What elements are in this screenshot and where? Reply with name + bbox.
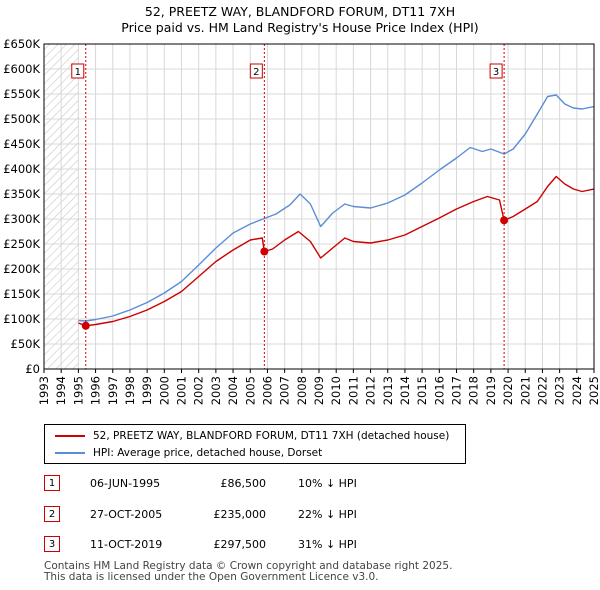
transaction-hpi: 31% ↓ HPI — [298, 537, 357, 551]
y-tick-label: £50K — [11, 337, 41, 351]
transaction-hpi: 22% ↓ HPI — [298, 507, 357, 521]
y-tick-label: £400K — [3, 162, 40, 176]
sale-label: 1 — [75, 67, 81, 78]
x-tick-label: 1993 — [37, 376, 51, 405]
x-tick-label: 2015 — [415, 376, 429, 405]
y-tick-label: £450K — [3, 137, 40, 151]
y-tick-label: £300K — [3, 212, 40, 226]
footer-copyright: Contains HM Land Registry data © Crown c… — [44, 560, 453, 572]
y-tick-label: £550K — [3, 87, 40, 101]
x-tick-label: 2017 — [450, 376, 464, 405]
x-tick-label: 1994 — [54, 376, 68, 405]
legend-item-price: 52, PREETZ WAY, BLANDFORD FORUM, DT11 7X… — [55, 428, 449, 444]
x-tick-label: 2012 — [364, 376, 378, 405]
sale-label-box — [71, 63, 85, 79]
x-tick-label: 2006 — [260, 376, 274, 405]
transaction-number: 2 — [44, 506, 60, 522]
transaction-date: 27-OCT-2005 — [90, 507, 163, 521]
transaction-row: 2 27-OCT-2005 £235,000 22% ↓ HPI — [44, 504, 357, 524]
x-tick-label: 2009 — [312, 376, 326, 405]
transaction-price: £86,500 — [220, 476, 267, 490]
transaction-number: 3 — [44, 536, 60, 552]
x-tick-label: 1997 — [106, 376, 120, 405]
y-tick-label: £0 — [25, 362, 40, 376]
transaction-price: £297,500 — [213, 537, 267, 551]
legend: 52, PREETZ WAY, BLANDFORD FORUM, DT11 7X… — [44, 424, 466, 464]
sale-point — [260, 247, 269, 256]
y-tick-label: £200K — [3, 262, 40, 276]
y-tick-label: £350K — [3, 187, 40, 201]
y-tick-label: £650K — [3, 37, 40, 51]
sale-label: 3 — [493, 67, 499, 78]
transaction-date: 06-JUN-1995 — [90, 476, 161, 490]
sale-label-box — [249, 63, 263, 79]
x-tick-label: 2010 — [329, 376, 343, 405]
x-tick-label: 2022 — [535, 376, 549, 405]
chart-subtitle: Price paid vs. HM Land Registry's House … — [121, 20, 479, 35]
x-tick-label: 2005 — [243, 376, 257, 405]
x-tick-label: 2004 — [226, 376, 240, 405]
x-tick-label: 2007 — [278, 376, 292, 405]
x-tick-label: 1995 — [71, 376, 85, 405]
transaction-date: 11-OCT-2019 — [90, 537, 163, 551]
x-tick-label: 2021 — [518, 376, 532, 405]
x-tick-label: 2011 — [346, 376, 360, 405]
x-tick-label: 2002 — [192, 376, 206, 405]
x-tick-label: 2003 — [209, 376, 223, 405]
footer: Contains HM Land Registry data © Crown c… — [44, 561, 452, 583]
transaction-row: 1 06-JUN-1995 £86,500 10% ↓ HPI — [44, 473, 357, 493]
transaction-number: 1 — [44, 475, 60, 491]
x-tick-label: 2019 — [484, 376, 498, 405]
sale-point — [500, 216, 509, 225]
x-tick-label: 2023 — [553, 376, 567, 405]
legend-label-hpi: HPI: Average price, detached house, Dors… — [93, 447, 323, 459]
transaction-price: £235,000 — [213, 507, 267, 521]
footer-licence: This data is licensed under the Open Gov… — [44, 571, 379, 583]
chart-title: 52, PREETZ WAY, BLANDFORD FORUM, DT11 7X… — [144, 4, 456, 19]
x-tick-label: 2020 — [501, 376, 515, 405]
x-tick-label: 1996 — [89, 376, 103, 405]
x-tick-label: 2024 — [570, 376, 584, 405]
y-tick-label: £250K — [3, 237, 40, 251]
x-tick-label: 2000 — [157, 376, 171, 405]
legend-item-hpi: HPI: Average price, detached house, Dors… — [55, 445, 322, 461]
x-tick-label: 2018 — [467, 376, 481, 405]
x-tick-label: 2008 — [295, 376, 309, 405]
x-tick-label: 1998 — [123, 376, 137, 405]
legend-swatch-hpi — [55, 452, 85, 454]
legend-swatch-price — [55, 435, 85, 437]
y-tick-label: £100K — [3, 312, 40, 326]
sale-label: 2 — [253, 67, 259, 78]
transaction-row: 3 11-OCT-2019 £297,500 31% ↓ HPI — [44, 534, 357, 554]
x-tick-label: 2025 — [587, 376, 600, 405]
y-tick-label: £150K — [3, 287, 40, 301]
price-chart: 1 2 3 £0 £50K £100K £150K £200K £250K £300K £350K… — [3, 37, 600, 405]
price-series-line — [78, 175, 594, 327]
x-tick-label: 1999 — [140, 376, 154, 405]
legend-label-price: 52, PREETZ WAY, BLANDFORD FORUM, DT11 7X… — [93, 430, 450, 442]
x-tick-label: 2014 — [398, 376, 412, 405]
x-tick-label: 2016 — [432, 376, 446, 405]
y-tick-label: £600K — [3, 62, 40, 76]
x-tick-label: 2001 — [175, 376, 189, 405]
y-tick-label: £500K — [3, 112, 40, 126]
hpi-series-line — [78, 94, 594, 322]
sale-label-box — [489, 63, 503, 79]
transaction-hpi: 10% ↓ HPI — [298, 476, 357, 490]
sale-point — [81, 321, 90, 330]
x-tick-label: 2013 — [381, 376, 395, 405]
